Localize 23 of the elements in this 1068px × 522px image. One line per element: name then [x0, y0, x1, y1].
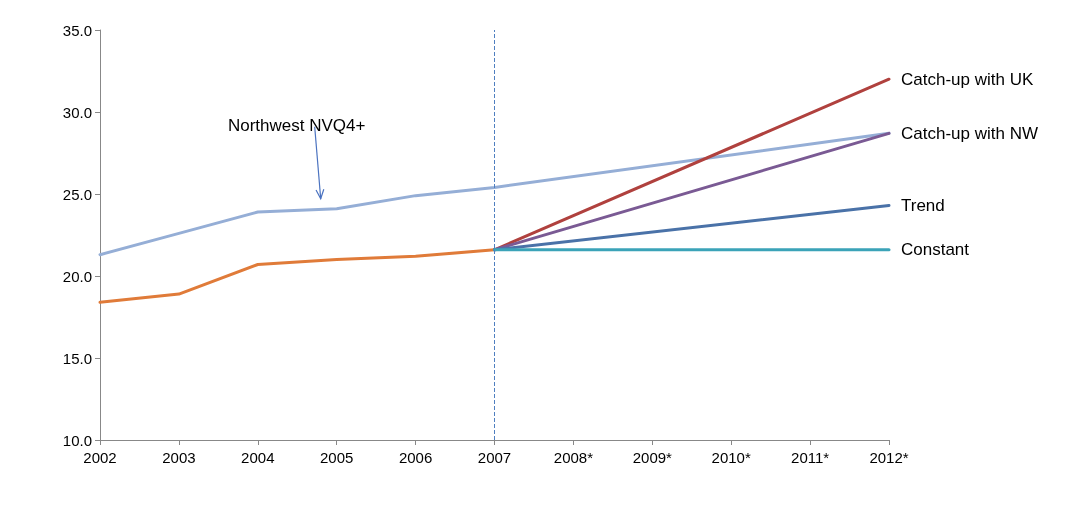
- x-tick-label: 2004: [241, 449, 275, 466]
- x-tick-label: 2012*: [869, 449, 909, 466]
- series-label: Trend: [901, 195, 945, 215]
- y-tick-label: 25.0: [62, 185, 92, 203]
- series-label: Constant: [901, 240, 970, 260]
- x-tick-label: 2011*: [791, 449, 830, 466]
- x-tick-label: 2007: [477, 449, 512, 466]
- y-tick-label: 15.0: [62, 349, 92, 367]
- text: Northwest NVQ4+: [227, 115, 366, 135]
- x-tick-label: 2005: [320, 449, 354, 466]
- x-tick-label: 2002: [83, 449, 117, 466]
- y-tick-label: 30.0: [62, 103, 92, 121]
- x-tick-label: 2006: [398, 449, 433, 466]
- y-tick-label: 20.0: [62, 267, 92, 285]
- series-label: Catch-up with UK: [901, 69, 1034, 89]
- x-tick-label: 2009*: [632, 449, 673, 466]
- x-tick-label: 2008*: [553, 449, 594, 466]
- series-label: Catch-up with NW: [901, 123, 1038, 143]
- y-tick-label: 35.0: [62, 21, 92, 39]
- x-tick-label: 2003: [162, 449, 196, 466]
- line-series: [98, 248, 496, 304]
- y-tick-label: 10.0: [62, 431, 92, 449]
- x-tick-label: 2010*: [711, 449, 751, 466]
